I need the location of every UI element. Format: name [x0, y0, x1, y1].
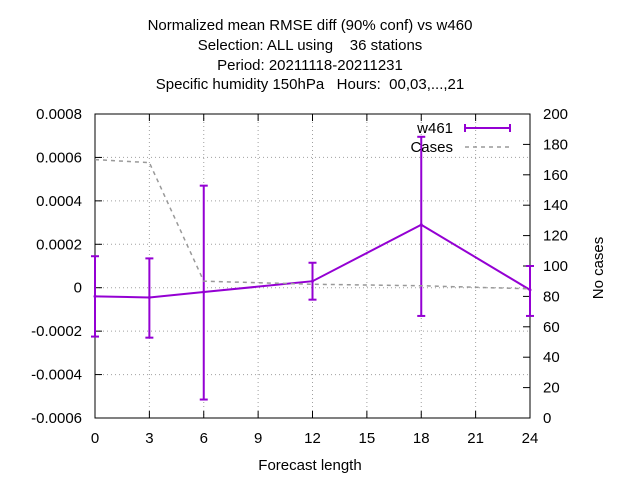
series	[91, 135, 534, 401]
y-tick-label: 0.0004	[36, 193, 82, 210]
y2-tick-label: 200	[543, 106, 568, 123]
legend-label-w461: w461	[416, 120, 453, 137]
x-tick-label: 6	[200, 430, 208, 447]
y2-tick-label: 40	[543, 349, 560, 366]
w461-point	[202, 290, 206, 294]
y2-tick-label: 160	[543, 167, 568, 184]
y-tick-label: -0.0006	[31, 410, 82, 427]
y2-tick-label: 20	[543, 380, 560, 397]
y2-tick-label: 140	[543, 197, 568, 214]
y-tick-label: 0.0002	[36, 236, 82, 253]
y2-tick-label: 180	[543, 136, 568, 153]
y-tick-label: 0	[74, 280, 82, 297]
y2-tick-label: 120	[543, 228, 568, 245]
legend: w461 Cases	[410, 120, 511, 156]
legend-label-cases: Cases	[410, 139, 453, 156]
w461-point	[147, 295, 151, 299]
x-tick-label: 21	[467, 430, 484, 447]
x-tick-label: 3	[145, 430, 153, 447]
x-tick-label: 0	[91, 430, 99, 447]
x-tick-label: 24	[522, 430, 539, 447]
y2-tick-label: 80	[543, 288, 560, 305]
y2-tick-label: 60	[543, 319, 560, 336]
y-tick-label: 0.0006	[36, 149, 82, 166]
y2-tick-label: 0	[543, 410, 551, 427]
x-axis-label: Forecast length	[258, 457, 361, 474]
x-tick-label: 18	[413, 430, 430, 447]
x-tick-label: 15	[359, 430, 376, 447]
y2-axis-label: No cases	[590, 237, 607, 300]
y-tick-label: 0.0008	[36, 106, 82, 123]
x-tick-label: 12	[304, 430, 321, 447]
w461-line	[94, 223, 531, 299]
x-tick-label: 9	[254, 430, 262, 447]
y-tick-label: -0.0004	[31, 367, 82, 384]
y2-tick-label: 100	[543, 258, 568, 275]
chart-title-line-2: Selection: ALL using 36 stations	[197, 37, 423, 54]
chart-title-line-3: Period: 20211118-20211231	[217, 57, 403, 74]
w461-point	[528, 288, 532, 292]
w461-point	[419, 223, 423, 227]
chart-title-line-1: Normalized mean RMSE diff (90% conf) vs …	[147, 17, 473, 34]
y-tick-label: -0.0002	[31, 323, 82, 340]
w461-point	[311, 279, 314, 283]
chart-title-line-4: Specific humidity 150hPa Hours: 00,03,..…	[155, 76, 465, 93]
w461-point	[93, 294, 97, 298]
